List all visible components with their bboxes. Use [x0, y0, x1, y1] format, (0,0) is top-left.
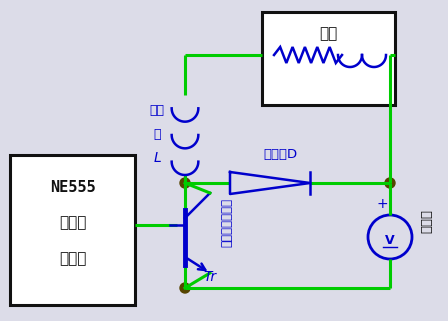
- Text: スイッチング用: スイッチング用: [220, 198, 233, 247]
- Text: 負荷: 負荷: [319, 27, 338, 41]
- Text: 発振器: 発振器: [59, 251, 86, 266]
- Text: +: +: [376, 197, 388, 211]
- Text: 主電源: 主電源: [420, 209, 433, 233]
- Text: L: L: [153, 151, 161, 165]
- Bar: [262, 12, 395, 105]
- Circle shape: [385, 178, 395, 188]
- Circle shape: [180, 178, 190, 188]
- Bar: [10, 155, 135, 305]
- Text: 還流用D: 還流用D: [263, 149, 297, 161]
- Text: V: V: [385, 233, 395, 247]
- Text: Tr: Tr: [203, 270, 216, 284]
- Text: NE555: NE555: [50, 179, 95, 195]
- Text: 方形波: 方形波: [59, 215, 86, 230]
- Text: 用: 用: [153, 128, 161, 142]
- Text: 平滑: 平滑: [150, 103, 164, 117]
- Circle shape: [180, 283, 190, 293]
